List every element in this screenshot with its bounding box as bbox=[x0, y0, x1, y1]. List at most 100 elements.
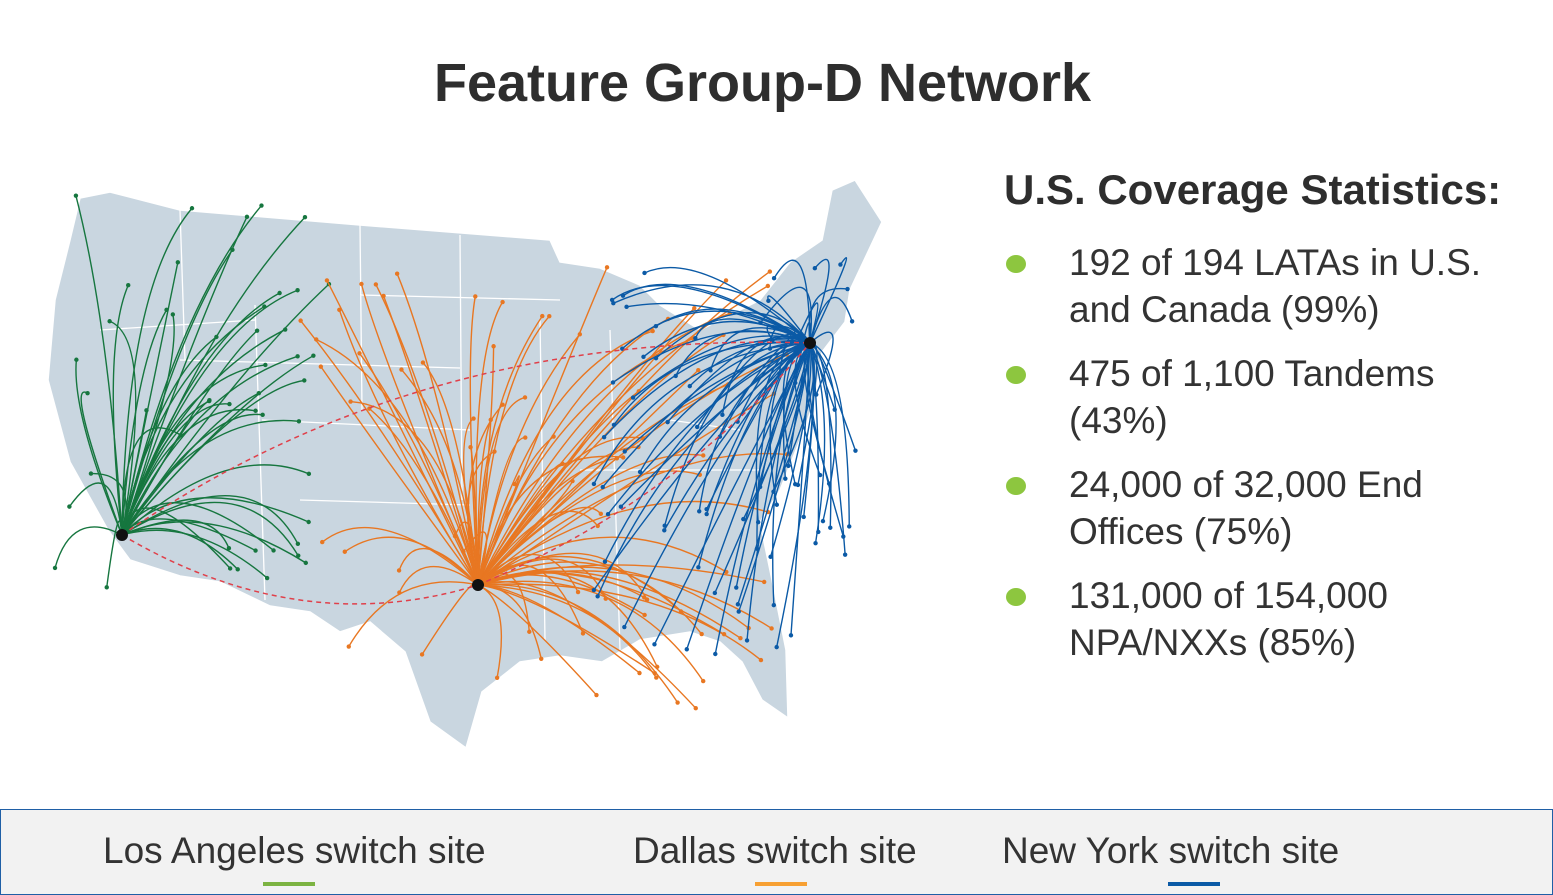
route-line bbox=[809, 342, 846, 555]
route-line bbox=[300, 320, 479, 586]
end-office-dot bbox=[738, 635, 743, 641]
end-office-dot bbox=[687, 383, 692, 389]
route-line bbox=[775, 342, 814, 648]
end-office-dot bbox=[652, 642, 657, 647]
end-office-dot bbox=[594, 692, 599, 698]
bullet-icon bbox=[1006, 366, 1026, 384]
end-office-dot bbox=[318, 364, 324, 369]
end-office-dot bbox=[539, 656, 544, 661]
end-office-dot bbox=[320, 539, 325, 545]
end-office-dot bbox=[694, 424, 700, 430]
end-office-dot bbox=[595, 594, 600, 599]
route-line bbox=[477, 584, 542, 659]
end-office-dot bbox=[346, 644, 351, 649]
end-office-dot bbox=[575, 589, 581, 595]
end-office-dot bbox=[277, 290, 282, 296]
route-line bbox=[477, 506, 602, 586]
end-office-dot bbox=[295, 541, 301, 547]
end-office-dot bbox=[253, 408, 258, 413]
legend-label: Dallas switch site bbox=[633, 830, 917, 871]
end-office-dot bbox=[230, 247, 235, 253]
route-line bbox=[109, 320, 137, 536]
route-line bbox=[697, 342, 811, 568]
end-office-dot bbox=[769, 626, 774, 631]
end-office-dot bbox=[624, 304, 629, 310]
end-office-dot bbox=[630, 395, 636, 400]
end-office-dot bbox=[708, 368, 713, 373]
end-office-dot bbox=[744, 638, 750, 643]
end-office-dot bbox=[348, 399, 353, 404]
end-office-dot bbox=[736, 609, 741, 614]
end-office-dot bbox=[256, 390, 262, 396]
end-office-dot bbox=[761, 579, 767, 585]
route-line bbox=[121, 216, 248, 536]
end-office-dot bbox=[692, 305, 697, 311]
route-line bbox=[477, 555, 682, 612]
end-office-dot bbox=[314, 337, 319, 342]
end-office-dot bbox=[207, 398, 212, 403]
end-office-dot bbox=[302, 215, 308, 220]
end-office-dot bbox=[337, 307, 342, 312]
route-line bbox=[799, 302, 819, 344]
end-office-dot bbox=[359, 281, 364, 287]
end-office-dot bbox=[771, 602, 777, 608]
end-office-dot bbox=[74, 357, 79, 362]
legend-label: Los Angeles switch site bbox=[103, 830, 486, 871]
end-office-dot bbox=[755, 520, 761, 525]
end-office-dot bbox=[580, 631, 586, 636]
end-office-dot bbox=[226, 546, 232, 551]
end-office-dot bbox=[774, 644, 779, 650]
route-line bbox=[477, 583, 679, 703]
end-office-dot bbox=[665, 419, 670, 425]
end-office-dot bbox=[357, 351, 362, 356]
end-office-dot bbox=[452, 533, 458, 539]
end-office-dot bbox=[67, 504, 72, 509]
end-office-dot bbox=[420, 360, 426, 365]
route-line bbox=[477, 584, 503, 678]
route-line bbox=[772, 342, 811, 606]
route-line bbox=[603, 339, 811, 438]
route-line bbox=[477, 558, 607, 599]
end-office-dot bbox=[741, 516, 746, 522]
route-line bbox=[75, 359, 123, 536]
end-office-dot bbox=[227, 401, 232, 407]
route-line bbox=[653, 342, 811, 645]
end-office-dot bbox=[295, 354, 300, 359]
end-office-dot bbox=[107, 319, 112, 324]
hub-interconnect-line bbox=[477, 342, 811, 586]
end-office-dot bbox=[701, 453, 706, 458]
end-office-dot bbox=[817, 472, 823, 478]
end-office-dot bbox=[500, 299, 505, 305]
route-line bbox=[477, 584, 656, 674]
end-office-dot bbox=[795, 482, 801, 488]
end-office-dot bbox=[527, 629, 532, 634]
route-line bbox=[639, 342, 811, 473]
end-office-dot bbox=[419, 652, 425, 657]
legend-item-los-angeles: Los Angeles switch site bbox=[103, 830, 486, 886]
end-office-dot bbox=[642, 612, 647, 618]
stat-item: 192 of 194 LATAs in U.S. and Canada (99%… bbox=[1004, 239, 1524, 333]
route-line bbox=[121, 501, 299, 557]
route-line bbox=[809, 342, 826, 544]
route-line bbox=[121, 364, 266, 536]
end-office-dot bbox=[214, 334, 219, 340]
switch-site-dallas bbox=[472, 579, 484, 591]
route-line bbox=[469, 296, 479, 586]
route-line bbox=[477, 419, 492, 586]
end-office-dot bbox=[306, 471, 312, 477]
route-line bbox=[477, 396, 526, 586]
legend-item-dallas: Dallas switch site bbox=[633, 830, 917, 886]
route-line bbox=[477, 353, 788, 586]
legend-swatch bbox=[1168, 882, 1220, 886]
route-line bbox=[769, 342, 812, 558]
end-office-dot bbox=[189, 206, 195, 211]
coverage-statistics: U.S. Coverage Statistics: 192 of 194 LAT… bbox=[1004, 163, 1524, 683]
legend-swatch bbox=[755, 882, 807, 886]
route-line bbox=[808, 287, 848, 344]
route-line bbox=[767, 295, 811, 344]
route-line bbox=[604, 342, 811, 562]
end-office-dot bbox=[306, 519, 311, 525]
end-office-dot bbox=[491, 344, 496, 349]
hub-interconnect-line bbox=[121, 341, 811, 536]
end-office-dot bbox=[522, 395, 528, 400]
